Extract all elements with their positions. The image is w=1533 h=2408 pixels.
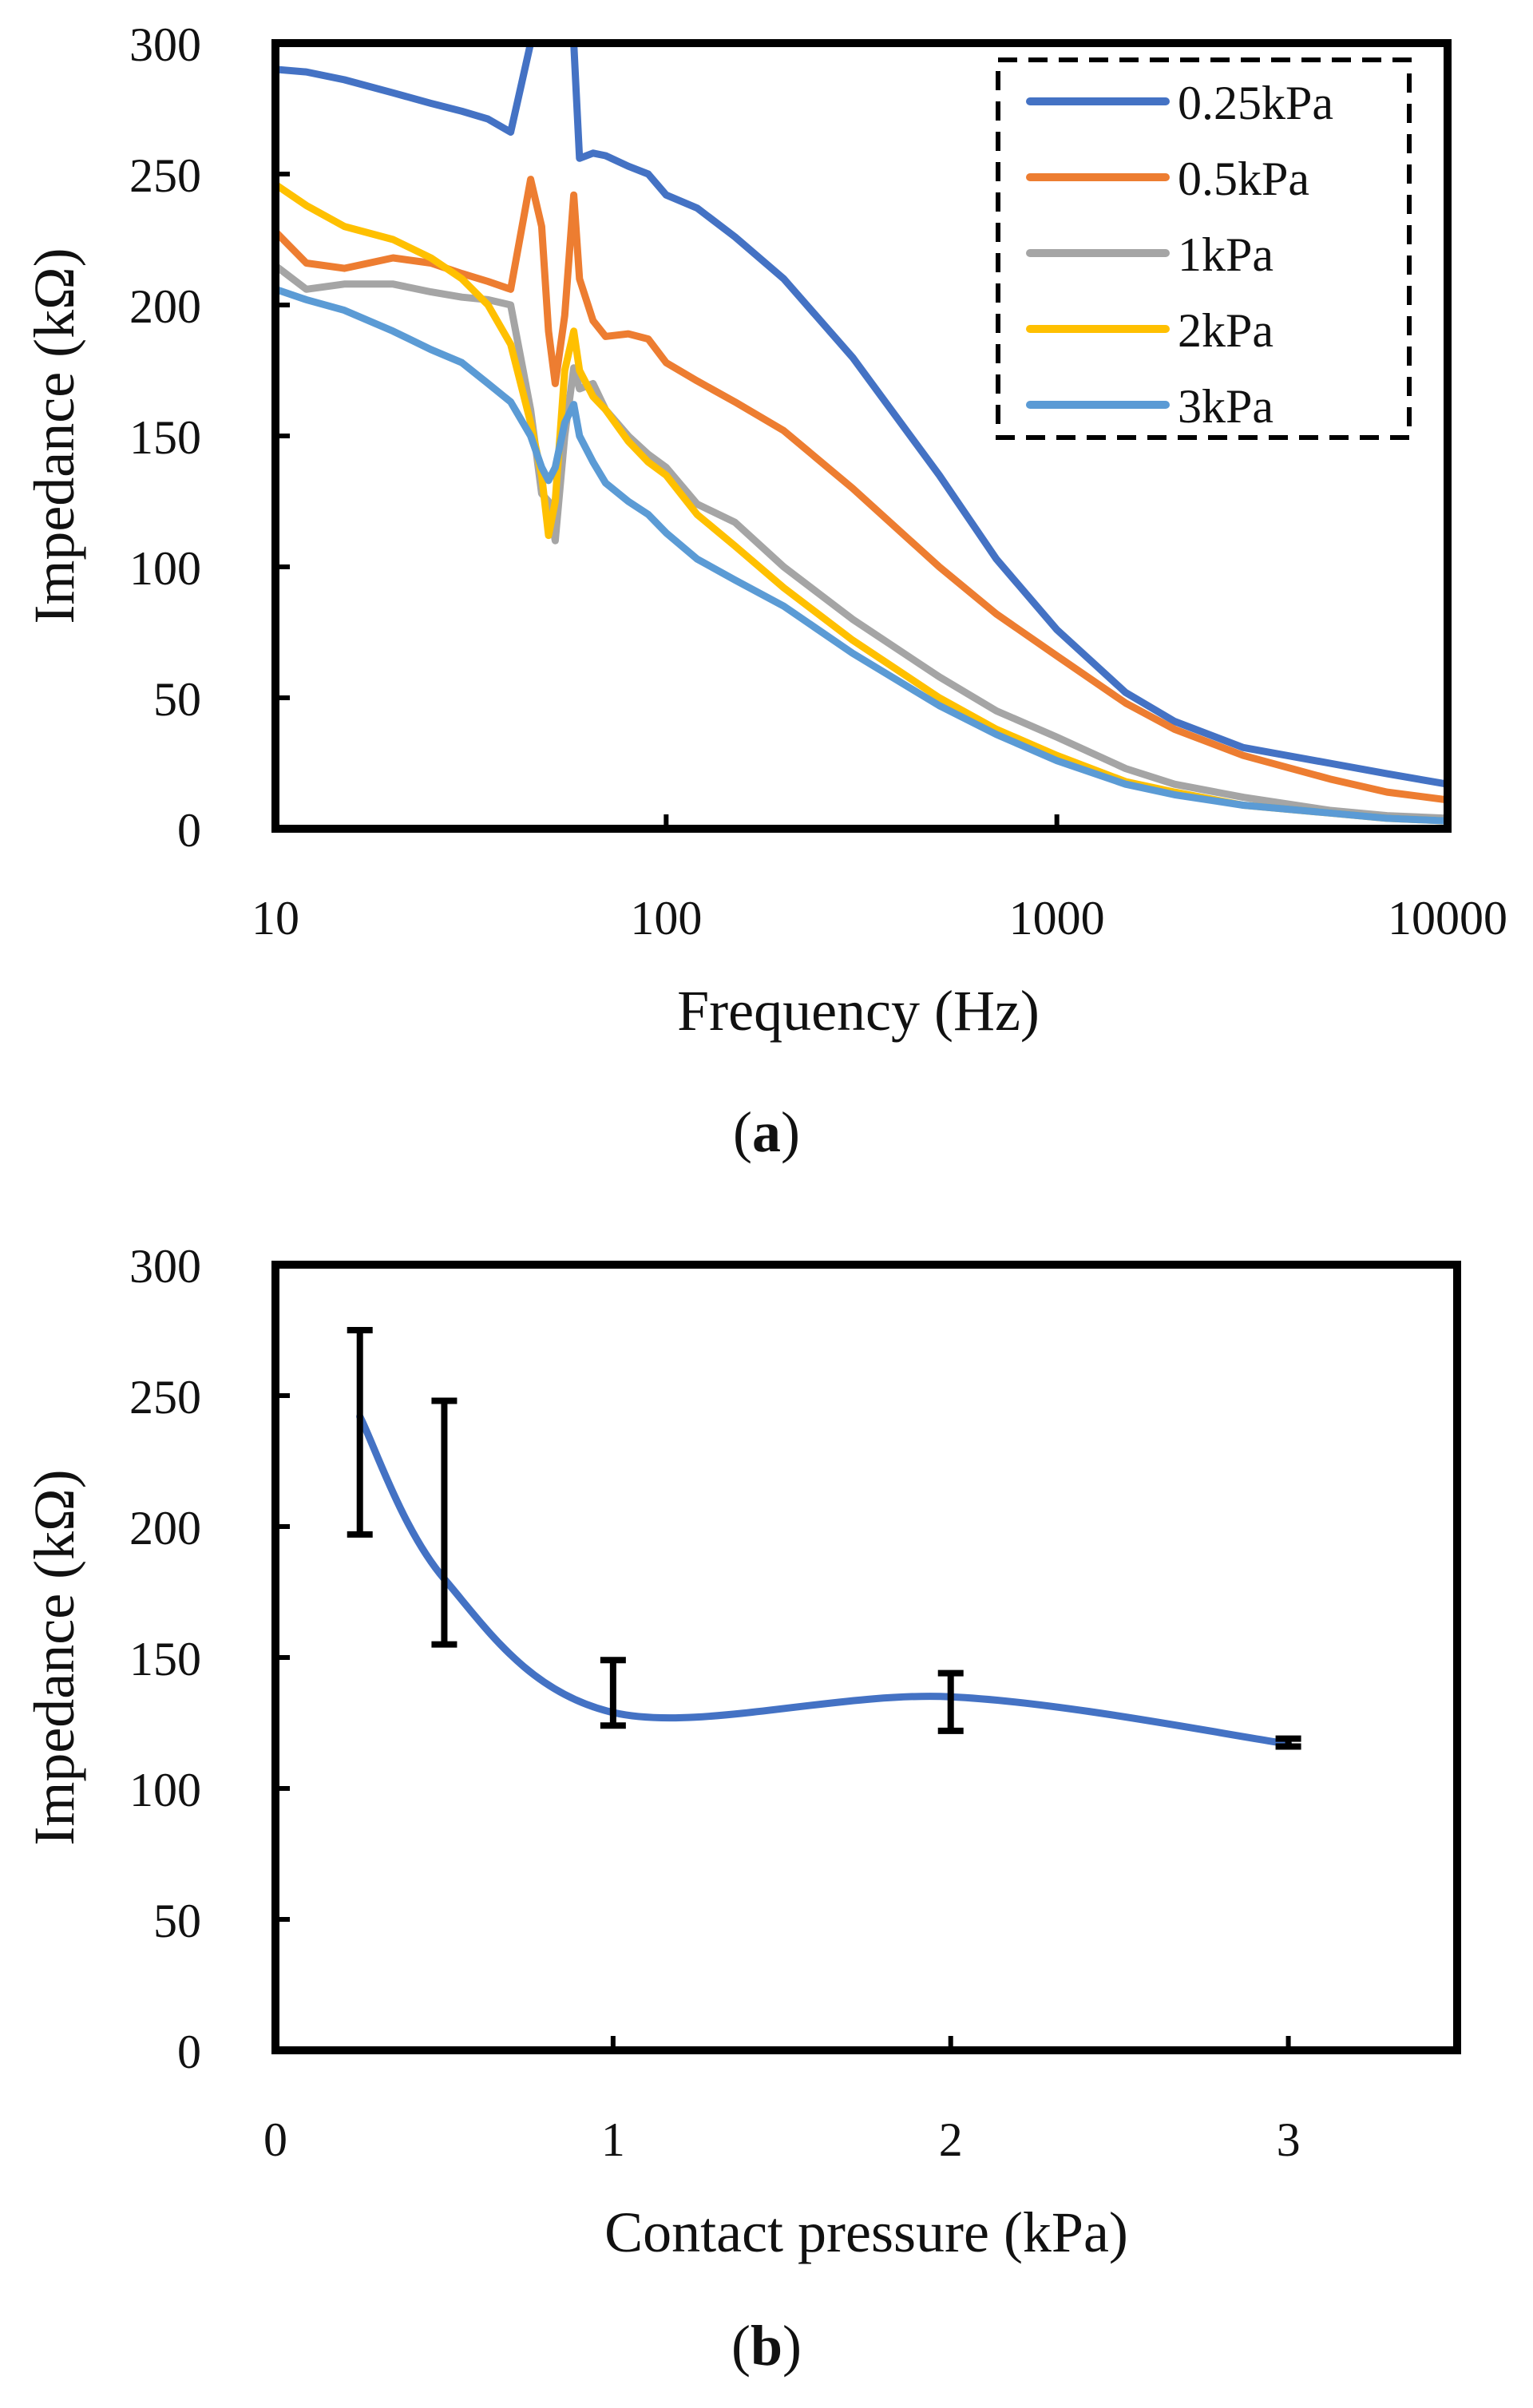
chart-b: 0 50 100 150 200 250 300 0 1 2 3 Contact pressure … (22, 1240, 1461, 2378)
legend-label-4: 3kPa (1178, 380, 1274, 433)
plot-frame-b (271, 1261, 1461, 2054)
error-bar (600, 1657, 626, 1729)
y-tick-label: 100 (129, 1764, 201, 1816)
panel-label-b: (b) (731, 2314, 802, 2378)
y-axis-label: Impedance (kΩ) (22, 1469, 86, 1845)
y-tick-label: 300 (129, 18, 201, 71)
x-tick-label: 0 (263, 2113, 287, 2166)
error-bar-group (347, 1327, 1301, 1750)
legend-label-2: 1kPa (1178, 228, 1274, 281)
legend-label-3: 2kPa (1178, 304, 1274, 357)
y-tick-label: 50 (153, 1895, 201, 1947)
series-line-1 (275, 176, 1448, 804)
error-bar (937, 1669, 964, 1734)
y-tick-label: 50 (153, 673, 201, 726)
y-tick-label: 150 (129, 411, 201, 464)
y-tick-label: 250 (129, 149, 201, 202)
tick-group: 0 50 100 150 200 250 300 0 1 2 3 (129, 1240, 1301, 2166)
panel-label-b-letter: b (751, 2314, 782, 2378)
y-tick-label: 150 (129, 1633, 201, 1685)
y-tick-label: 300 (129, 1240, 201, 1293)
x-tick-label: 2 (939, 2113, 963, 2166)
error-bar (431, 1397, 458, 1648)
y-tick-label: 200 (129, 1502, 201, 1555)
tick-group: 0 50 100 150 200 250 300 10 100 1000 10000 (129, 18, 1507, 945)
y-tick-label: 0 (177, 2026, 201, 2078)
chart-a: 0 50 100 150 200 250 300 10 100 1000 10000 Frequen… (22, 18, 1507, 1164)
legend-items: 0.25kPa 0.5kPa 1kPa 2kPa 3kPa (1026, 77, 1333, 433)
series-line-4 (275, 285, 1448, 825)
series-line (356, 1412, 1293, 1748)
legend-label-1: 0.5kPa (1178, 152, 1309, 205)
panel-label-a-letter: a (752, 1100, 781, 1164)
x-tick-label: 3 (1277, 2113, 1301, 2166)
y-tick-label: 0 (177, 804, 201, 857)
legend: 0.25kPa 0.5kPa 1kPa 2kPa 3kPa (996, 57, 1412, 440)
y-tick-label: 250 (129, 1371, 201, 1424)
x-tick-label: 1 (601, 2113, 625, 2166)
x-tick-label: 10000 (1388, 892, 1507, 945)
y-tick-label: 100 (129, 542, 201, 595)
y-tick-label: 200 (129, 280, 201, 333)
series-group (356, 1412, 1293, 1748)
legend-box (996, 57, 1412, 440)
x-axis-label: Contact pressure (kPa) (604, 2200, 1128, 2264)
panel-label-a: (a) (733, 1100, 800, 1164)
x-tick-label: 10 (252, 892, 299, 945)
x-tick-label: 1000 (1009, 892, 1105, 945)
error-bar (1275, 1735, 1301, 1750)
error-bar (347, 1327, 373, 1538)
x-tick-label: 100 (630, 892, 702, 945)
series-group (275, 43, 1448, 825)
x-axis-label: Frequency (Hz) (677, 979, 1040, 1043)
series-line-0 (275, 43, 1448, 788)
y-axis-label: Impedance (kΩ) (22, 248, 86, 624)
legend-label-0: 0.25kPa (1178, 77, 1333, 129)
